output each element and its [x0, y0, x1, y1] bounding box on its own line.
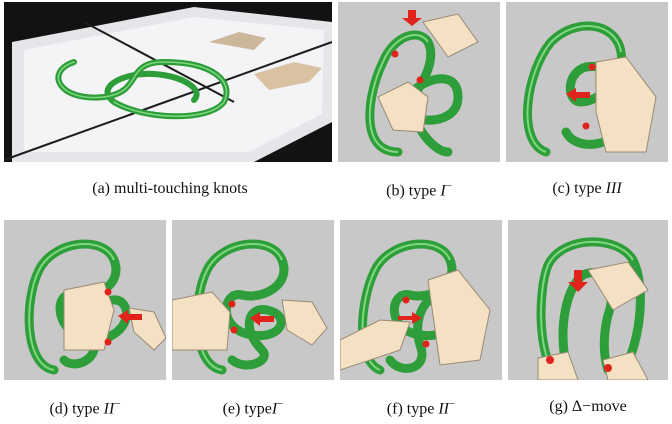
caption-d-sup: −	[114, 398, 121, 410]
panel-c-knot	[506, 2, 668, 162]
caption-c: (c) type III	[506, 180, 668, 198]
caption-b-math: I	[440, 182, 446, 200]
panel-b-knot	[338, 2, 500, 162]
caption-f-sup: −	[448, 398, 456, 410]
photo-multi-touching-knots	[4, 2, 332, 162]
caption-e: (e) typeI−	[172, 398, 334, 418]
knot-diagram-type-i-minus	[365, 10, 479, 157]
caption-d: (d) type II−	[4, 398, 166, 418]
caption-g-text: (g) Δ−move	[549, 398, 627, 415]
panel-d-knot	[4, 220, 166, 380]
panel-g-knot	[508, 220, 668, 380]
caption-c-math: III	[605, 180, 622, 197]
caption-g: (g) Δ−move	[508, 398, 668, 416]
caption-d-prefix: (d) type	[49, 400, 104, 418]
panel-f-knot	[340, 220, 502, 380]
caption-f-math: II	[438, 400, 449, 418]
caption-d-math: II	[103, 400, 115, 418]
knot-diagram-delta-move	[536, 237, 649, 380]
knot-diagram-type-i-minus-e	[172, 239, 328, 375]
knot-diagram-type-iii	[523, 21, 657, 157]
panel-e-knot	[172, 220, 334, 380]
knot-diagram-type-ii-minus-f	[340, 239, 491, 375]
caption-c-prefix: (c) type	[552, 180, 606, 197]
knot-diagram-type-ii-minus-d	[24, 239, 166, 375]
caption-a-text: (a) multi-touching knots	[92, 180, 248, 197]
caption-f-prefix: (f) type	[386, 400, 439, 418]
caption-f: (f) type II−	[340, 398, 502, 418]
caption-b-sup: −	[445, 180, 452, 192]
caption-b: (b) type I−	[338, 180, 500, 200]
panel-a-photo	[4, 2, 332, 162]
caption-e-math: I	[271, 400, 278, 418]
caption-e-sup: −	[277, 398, 284, 410]
caption-e-prefix: (e) type	[222, 400, 272, 418]
caption-a: (a) multi-touching knots	[0, 180, 340, 198]
caption-b-prefix: (b) type	[386, 182, 441, 200]
